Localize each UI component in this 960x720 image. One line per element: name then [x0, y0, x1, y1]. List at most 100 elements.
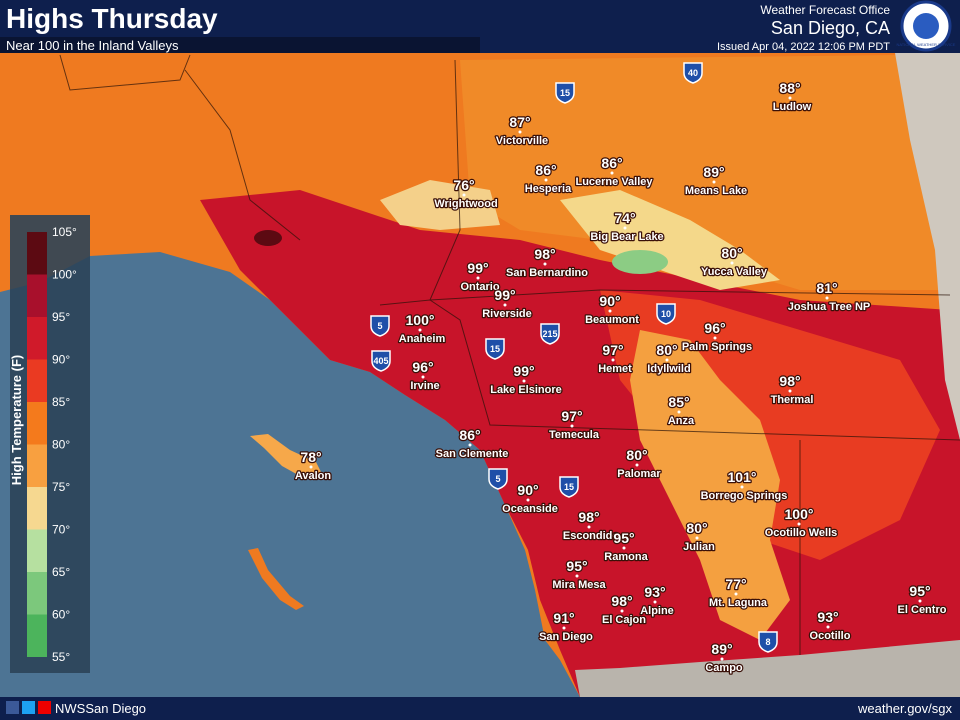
- legend-swatch: [27, 529, 47, 572]
- city-dot: [522, 379, 526, 383]
- city-name: Wrightwood: [434, 198, 497, 210]
- city-temp: 97°: [602, 342, 623, 358]
- county-lines: [59, 54, 960, 655]
- legend-swatch: [27, 359, 47, 402]
- footer-bar: [0, 697, 960, 720]
- city-dot: [575, 574, 579, 578]
- city-temp: 93°: [644, 584, 665, 600]
- legend-tick-label: 90°: [52, 353, 70, 367]
- city-dot: [730, 261, 734, 265]
- city-temp: 87°: [509, 114, 530, 130]
- nws-logo-inner: [913, 13, 939, 39]
- city-temp: 99°: [494, 287, 515, 303]
- big-bear-cool: [560, 190, 780, 290]
- title: Highs Thursday: [6, 3, 218, 34]
- legend-swatch: [27, 274, 47, 317]
- city-dot: [623, 226, 627, 230]
- city-name: Means Lake: [685, 185, 747, 197]
- city-temp: 88°: [779, 80, 800, 96]
- office: Weather Forecast Office: [760, 3, 890, 17]
- legend-swatch: [27, 614, 47, 657]
- san-clemente-island: [248, 548, 304, 610]
- city-name: Beaumont: [585, 314, 639, 326]
- city-dot: [608, 309, 612, 313]
- city-temp: 90°: [517, 482, 538, 498]
- hot-spot: [254, 230, 282, 246]
- city-temp: 89°: [703, 164, 724, 180]
- city-dot: [562, 626, 566, 630]
- city-temp: 99°: [513, 363, 534, 379]
- highway-number: 10: [661, 309, 671, 319]
- highway-shield: [683, 62, 703, 84]
- city-name: Hemet: [598, 363, 632, 375]
- highway-shield: [370, 315, 390, 337]
- legend-tick-label: 80°: [52, 438, 70, 452]
- city-dot: [544, 178, 548, 182]
- city-temp: 98°: [779, 373, 800, 389]
- city-temp: 95°: [566, 558, 587, 574]
- twitter-icon[interactable]: [22, 701, 35, 714]
- highway-shield: [540, 323, 560, 345]
- city-temp: 99°: [467, 260, 488, 276]
- city-temp: 86°: [459, 427, 480, 443]
- legend-tick-label: 70°: [52, 523, 70, 537]
- city-dot: [788, 389, 792, 393]
- city-name: El Cajon: [602, 614, 646, 626]
- city-dot: [503, 303, 507, 307]
- highway-shield: [485, 338, 505, 360]
- city-dot: [543, 262, 547, 266]
- legend-title: High Temperature (F): [9, 355, 24, 486]
- legend-swatch: [27, 487, 47, 530]
- city-dot: [797, 522, 801, 526]
- city-temp: 100°: [785, 506, 814, 522]
- city-temp: 101°: [728, 469, 757, 485]
- city-name: Mira Mesa: [552, 579, 606, 591]
- city-temp: 100°: [406, 312, 435, 328]
- city-name: San Clemente: [436, 448, 509, 460]
- highway-shield: [758, 631, 778, 653]
- city-temp: 98°: [578, 509, 599, 525]
- city-name: San Diego: [539, 631, 593, 643]
- city-dot: [418, 328, 422, 332]
- highway-number: 15: [560, 88, 570, 98]
- city-dot: [653, 600, 657, 604]
- city-name: Big Bear Lake: [590, 231, 663, 243]
- location: San Diego, CA: [771, 18, 890, 38]
- city-name: Anaheim: [399, 333, 446, 345]
- legend-box: [10, 215, 90, 673]
- city-temp: 86°: [601, 155, 622, 171]
- youtube-icon[interactable]: [38, 701, 51, 714]
- facebook-icon[interactable]: [6, 701, 19, 714]
- logo-text: NATIONAL WEATHER SERVICE: [897, 42, 956, 47]
- city-dot: [622, 546, 626, 550]
- city-temp: 93°: [817, 609, 838, 625]
- city-temp: 77°: [725, 576, 746, 592]
- city-dot: [740, 485, 744, 489]
- city-temp: 76°: [453, 177, 474, 193]
- city-name: Lake Elsinore: [490, 384, 562, 396]
- highway-shield: [559, 476, 579, 498]
- city-temp: 90°: [599, 293, 620, 309]
- city-dot: [570, 424, 574, 428]
- highway-shield: [656, 303, 676, 325]
- city-dot: [677, 410, 681, 414]
- issued: Issued Apr 04, 2022 12:06 PM PDT: [717, 41, 890, 53]
- city-dot: [825, 296, 829, 300]
- mountains: [630, 330, 790, 640]
- city-name: Ramona: [604, 551, 648, 563]
- city-temp: 86°: [535, 162, 556, 178]
- desert-north: [460, 55, 950, 290]
- city-name: Lucerne Valley: [575, 176, 653, 188]
- city-name: Oceanside: [502, 503, 558, 515]
- city-temp: 98°: [611, 593, 632, 609]
- subtitle: Near 100 in the Inland Valleys: [6, 38, 179, 53]
- city-temp: 89°: [711, 641, 732, 657]
- city-name: Avalon: [295, 470, 332, 482]
- city-temp: 85°: [668, 394, 689, 410]
- city-name: Mt. Laguna: [709, 597, 768, 609]
- city-name: Yucca Valley: [701, 266, 768, 278]
- city-name: Alpine: [640, 605, 674, 617]
- city-temp: 80°: [656, 342, 677, 358]
- city-temp: 91°: [553, 610, 574, 626]
